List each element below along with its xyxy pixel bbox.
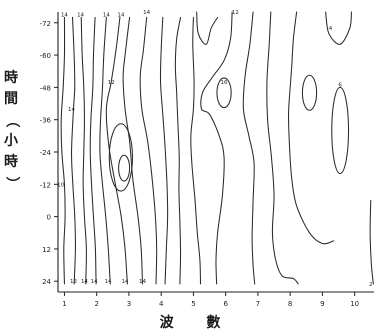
x-tick-label: 2	[94, 300, 98, 308]
contour-value-label: 14	[61, 13, 68, 19]
contour-line	[196, 11, 219, 45]
contour-value-label: 14	[68, 107, 75, 113]
contour-value-label: 12	[70, 279, 77, 285]
closed-contour	[118, 154, 131, 182]
contour-line	[325, 11, 352, 45]
y-tick-label: -12	[40, 181, 51, 189]
contour-value-label: 4	[329, 26, 333, 32]
contour-value-label: 14	[139, 279, 146, 285]
contour-value-label: 12	[232, 10, 239, 16]
y-tick-label: 24	[42, 278, 51, 286]
closed-contour	[108, 123, 134, 192]
x-tick-label: 7	[256, 300, 260, 308]
x-tick-label: 4	[159, 300, 164, 308]
contour-line	[60, 16, 66, 285]
contour-line	[139, 16, 158, 285]
contour-line	[200, 11, 233, 285]
x-tick-label: 5	[191, 300, 195, 308]
contour-value-label: 2	[369, 282, 373, 288]
y-tick-label: -36	[40, 117, 52, 125]
y-tick-label: -48	[40, 84, 51, 92]
y-tick-label: -24	[40, 149, 52, 157]
y-axis-label-char: 時	[4, 70, 18, 86]
y-axis-label-char: 間	[4, 91, 18, 107]
closed-contour	[331, 86, 350, 175]
contour-value-label: 12	[108, 80, 115, 86]
contour-value-label: 14	[122, 279, 129, 285]
x-tick-label: 1	[62, 300, 66, 308]
contour-line	[174, 16, 182, 285]
y-tick-label: 12	[42, 246, 51, 254]
contour-value-label: 14	[81, 279, 88, 285]
contour-line	[288, 11, 335, 245]
contour-line	[159, 16, 169, 285]
contour-lines	[60, 11, 374, 285]
contour-line	[105, 16, 128, 285]
contour-value-label: 14	[91, 279, 98, 285]
x-tick-label: 9	[320, 300, 324, 308]
x-tick-label: 3	[127, 300, 131, 308]
contour-value-label: 14	[143, 10, 150, 16]
x-tick-label: 10	[350, 300, 359, 308]
y-tick-label: -72	[40, 20, 51, 28]
y-axis-label-char: 時	[4, 154, 18, 170]
closed-contour	[216, 77, 232, 109]
contour-value-label: 14	[117, 13, 124, 19]
y-tick-label: 0	[47, 214, 51, 222]
x-tick-label: 6	[223, 300, 228, 308]
contour-line	[190, 16, 202, 285]
closed-contour	[301, 74, 318, 111]
y-axis-label-char: 小	[4, 133, 18, 149]
contour-value-label: 14	[104, 279, 111, 285]
y-tick-label: -60	[40, 52, 51, 60]
y-axis-label-char: ）	[3, 176, 20, 191]
x-tick-label: 8	[288, 300, 292, 308]
contour-line	[122, 16, 144, 285]
contour-line	[266, 11, 299, 285]
contour-line	[242, 11, 256, 285]
contour-value-label: 10	[57, 182, 64, 188]
y-axis-label: 時間（小時）	[2, 68, 20, 194]
contour-line	[71, 16, 76, 285]
contour-value-label: 16	[221, 80, 228, 86]
x-axis-label: 波 數	[159, 315, 235, 331]
y-axis-label-char: （	[3, 113, 20, 128]
contour-value-label: 6	[338, 83, 342, 89]
contour-line	[369, 199, 374, 285]
contour-value-label: 14	[103, 13, 110, 19]
contour-line	[89, 16, 97, 285]
contour-line	[80, 16, 87, 285]
contour-line	[99, 16, 111, 285]
contour-value-label: 14	[77, 13, 84, 19]
